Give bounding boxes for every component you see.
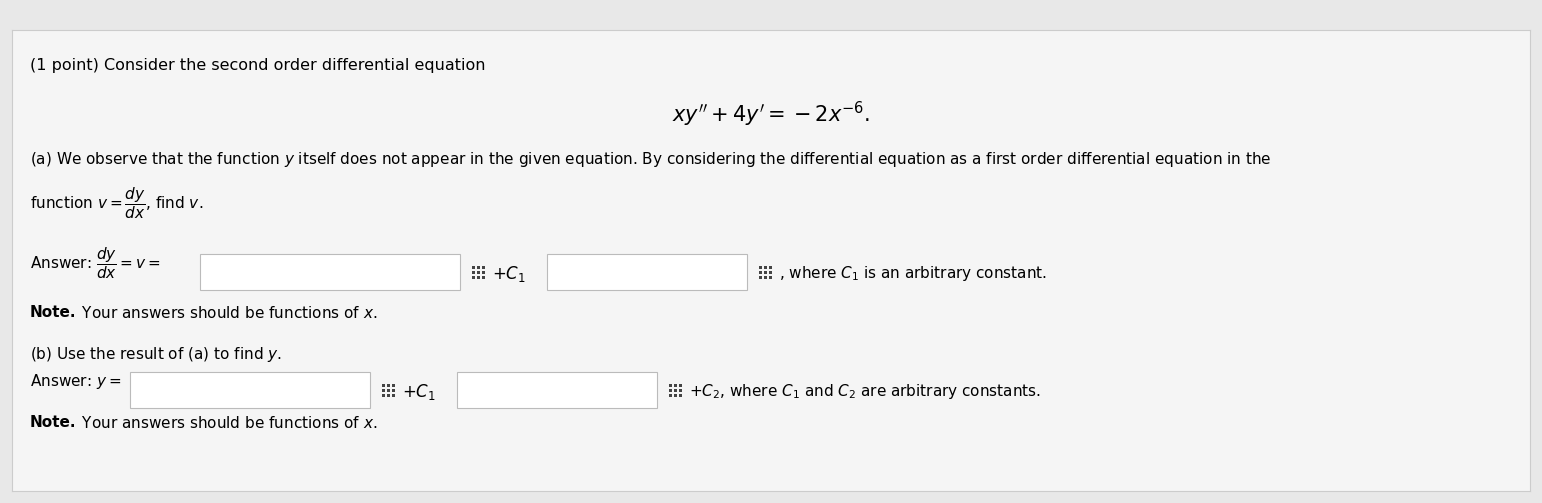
Text: $+C_1$: $+C_1$ [402, 382, 436, 402]
Text: , where $C_1$ is an arbitrary constant.: , where $C_1$ is an arbitrary constant. [779, 264, 1047, 283]
Text: (1 point) Consider the second order differential equation: (1 point) Consider the second order diff… [29, 58, 486, 73]
Text: $xy'' + 4y' = -2x^{-6}.$: $xy'' + 4y' = -2x^{-6}.$ [672, 100, 870, 129]
Text: Note.: Note. [29, 415, 77, 430]
Text: $+C_2$, where $C_1$ and $C_2$ are arbitrary constants.: $+C_2$, where $C_1$ and $C_2$ are arbitr… [689, 382, 1041, 401]
Text: (a) We observe that the function $y$ itself does not appear in the given equatio: (a) We observe that the function $y$ its… [29, 150, 1272, 169]
Text: function $v = \dfrac{dy}{dx}$, find $v$.: function $v = \dfrac{dy}{dx}$, find $v$. [29, 185, 204, 221]
Text: $+C_1$: $+C_1$ [492, 264, 526, 284]
Text: Note.: Note. [29, 305, 77, 320]
Text: Your answers should be functions of $x$.: Your answers should be functions of $x$. [77, 305, 378, 321]
Text: Answer: $y =$: Answer: $y =$ [29, 372, 122, 391]
Text: (b) Use the result of (a) to find $y$.: (b) Use the result of (a) to find $y$. [29, 345, 282, 364]
Text: Your answers should be functions of $x$.: Your answers should be functions of $x$. [77, 415, 378, 431]
Text: Answer: $\dfrac{dy}{dx} = v =$: Answer: $\dfrac{dy}{dx} = v =$ [29, 245, 160, 281]
